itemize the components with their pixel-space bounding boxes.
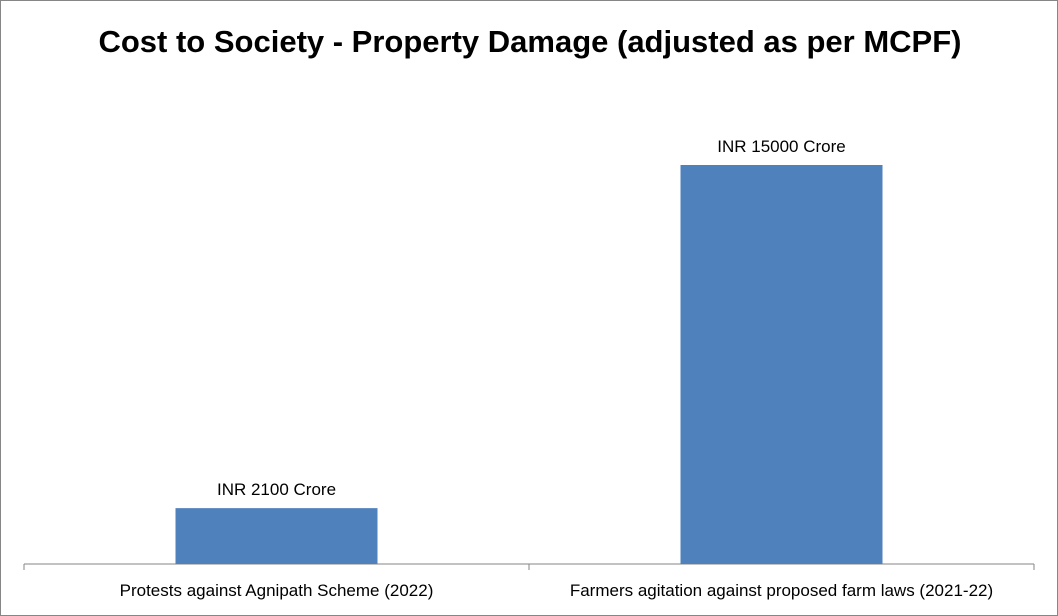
bar bbox=[680, 165, 883, 564]
data-labels-group: INR 2100 Crore INR 15000 Crore bbox=[217, 137, 846, 499]
category-label: Farmers agitation against proposed farm … bbox=[570, 581, 993, 600]
x-axis-ticks bbox=[23, 564, 1035, 570]
category-labels-group: Protests against Agnipath Scheme (2022) F… bbox=[120, 581, 994, 600]
bar bbox=[175, 508, 378, 564]
data-label: INR 15000 Crore bbox=[717, 137, 846, 156]
category-label: Protests against Agnipath Scheme (2022) bbox=[120, 581, 434, 600]
data-label: INR 2100 Crore bbox=[217, 480, 336, 499]
chart-title: Cost to Society - Property Damage (adjus… bbox=[98, 24, 962, 59]
bars-group bbox=[175, 165, 883, 564]
